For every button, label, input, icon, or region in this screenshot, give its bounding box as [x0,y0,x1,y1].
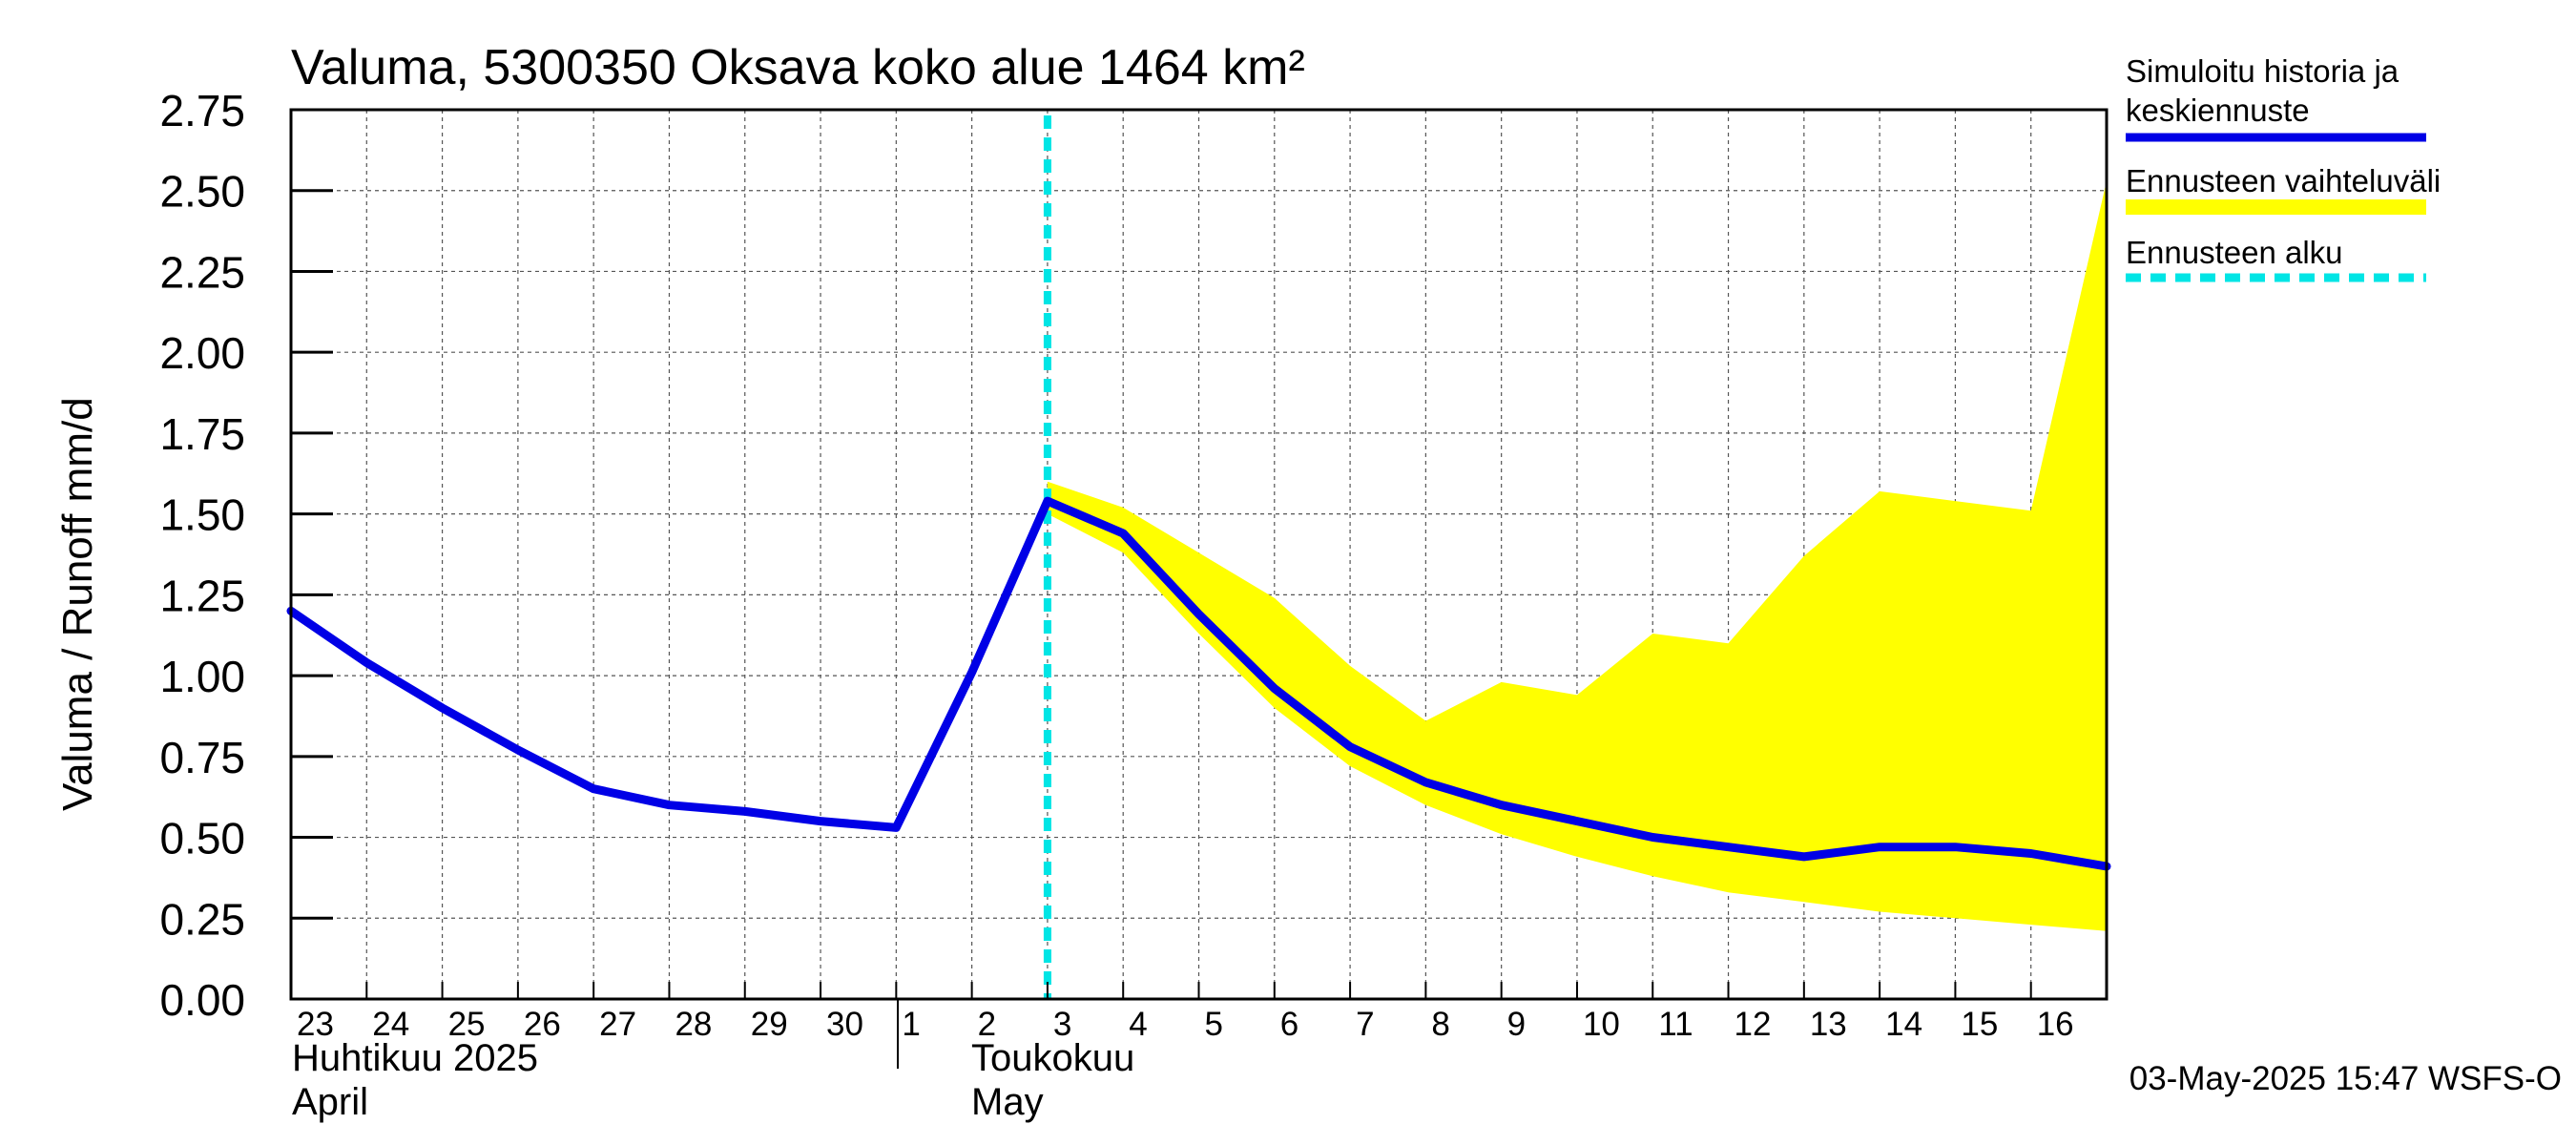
x-tick-label: 4 [1129,1006,1147,1043]
x-tick-labels: 23 24 25 26 27 28 29 30 1 2 3 4 5 6 7 8 9 10 11 12 13 14 15 16 [297,1006,2074,1043]
y-tick-labels: 0.00 0.25 0.50 0.75 1.00 1.25 1.50 1.75 2.00 2.25… [159,86,245,1025]
x-tick-label: 10 [1583,1006,1620,1043]
x-tick-label: 25 [448,1006,486,1043]
legend-start-label: Ennusteen alku [2126,235,2343,270]
legend-simulated-line1: Simuloitu historia ja [2126,53,2399,89]
y-tick-label: 1.25 [159,571,245,620]
plot-frame [289,108,2109,1001]
x-tick-label: 16 [2037,1006,2074,1043]
legend-simulated-line2: keskiennuste [2126,93,2310,128]
x-tick-label: 7 [1356,1006,1374,1043]
legend-range-label: Ennusteen vaihteluväli [2126,163,2441,198]
y-tick-label: 2.25 [159,247,245,297]
april-label-fi: Huhtikuu 2025 [292,1037,538,1079]
x-tick-label: 3 [1053,1006,1071,1043]
x-tick-label: 23 [297,1006,334,1043]
x-tick-label: 2 [978,1006,996,1043]
y-tick-label: 2.50 [159,167,245,217]
x-tick-label: 27 [599,1006,636,1043]
x-tick-label: 13 [1810,1006,1847,1043]
may-label-fi: Toukokuu [971,1037,1134,1079]
x-tick-label: 12 [1735,1006,1772,1043]
y-tick-label: 0.00 [159,975,245,1025]
april-label-en: April [292,1081,368,1123]
y-tick-label: 1.75 [159,409,245,459]
x-tick-label: 8 [1431,1006,1449,1043]
x-tick-label: 29 [751,1006,788,1043]
chart-title: Valuma, 5300350 Oksava koko alue 1464 km… [291,40,1305,95]
runoff-series-line [286,496,2111,871]
legend: Simuloitu historia ja keskiennuste Ennus… [2126,53,2441,282]
y-tick-label: 0.75 [159,733,245,782]
y-axis-label: Valuma / Runoff mm/d [54,397,101,811]
x-tick-label: 11 [1658,1006,1693,1043]
runoff-line-layer [286,496,2111,871]
forecast-range-band [1047,180,2107,931]
x-tick-label: 30 [826,1006,863,1043]
x-tick-label: 5 [1205,1006,1223,1043]
y-tick-label: 1.50 [159,490,245,540]
x-tick-label: 28 [675,1006,712,1043]
y-tick-label: 2.75 [159,86,245,135]
y-tick-label: 0.50 [159,814,245,864]
x-tick-label: 15 [1961,1006,1998,1043]
timestamp: 03-May-2025 15:47 WSFS-O [2129,1060,2562,1097]
y-tick-label: 0.25 [159,894,245,944]
x-tick-label: 1 [902,1006,920,1043]
y-tick-label: 2.00 [159,328,245,378]
x-tick-label: 14 [1885,1006,1922,1043]
x-tick-label: 6 [1280,1006,1298,1043]
forecast-range-band-layer [1047,180,2107,931]
may-label-en: May [971,1081,1044,1123]
y-tick-label: 1.00 [159,652,245,701]
x-tick-label: 24 [372,1006,409,1043]
x-tick-label: 26 [524,1006,561,1043]
x-tick-label: 9 [1507,1006,1526,1043]
